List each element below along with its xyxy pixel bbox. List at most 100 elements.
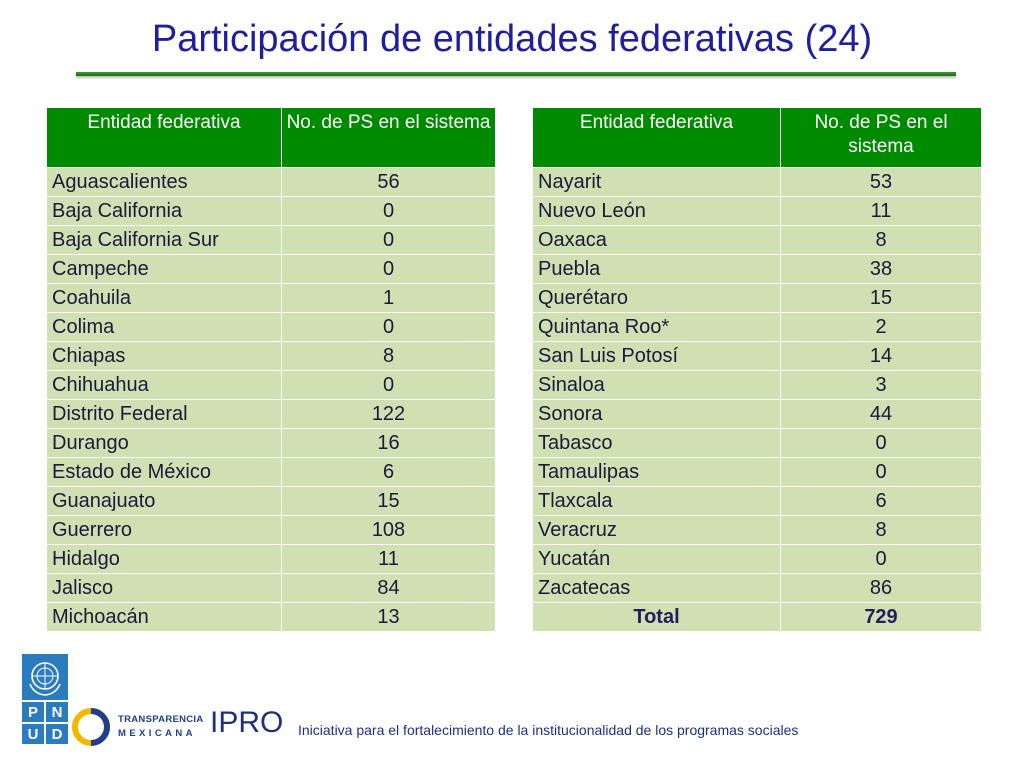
entity-name-cell: Baja California xyxy=(46,196,282,226)
ps-count-cell: 11 xyxy=(780,196,982,226)
ps-count-cell: 6 xyxy=(281,457,496,487)
entity-name-cell: Veracruz xyxy=(532,515,781,545)
table-header-row: Entidad federativa No. de PS en el siste… xyxy=(46,107,496,168)
ps-count-cell: 86 xyxy=(780,573,982,603)
entity-name-cell: Nuevo León xyxy=(532,196,781,226)
ps-count-cell: 11 xyxy=(281,544,496,574)
un-emblem-icon xyxy=(22,654,68,700)
entity-name-cell: Michoacán xyxy=(46,602,282,632)
table-row: Colima 0 xyxy=(46,312,496,342)
table-row: Michoacán 13 xyxy=(46,602,496,632)
transparencia-mexicana-logo-icon xyxy=(72,708,110,746)
entities-table-right: Entidad federativa No. de PS en el siste… xyxy=(532,107,982,632)
entity-name-cell: Guanajuato xyxy=(46,486,282,516)
ps-count-cell: 44 xyxy=(780,399,982,429)
title-divider xyxy=(76,72,956,76)
table-row: Puebla 38 xyxy=(532,254,982,284)
table-row: Nuevo León 11 xyxy=(532,196,982,226)
table-row: Nayarit 53 xyxy=(532,167,982,197)
ps-count-cell: 14 xyxy=(780,341,982,371)
table-row: Aguascalientes 56 xyxy=(46,167,496,197)
transparencia-mexicana-wordmark: TRANSPARENCIA MEXICANA xyxy=(118,714,204,739)
ps-count-cell: 84 xyxy=(281,573,496,603)
ps-count-cell: 16 xyxy=(281,428,496,458)
entity-name-cell: Jalisco xyxy=(46,573,282,603)
table-row: Zacatecas 86 xyxy=(532,573,982,603)
ps-count-cell: 3 xyxy=(780,370,982,400)
pnud-letter: N xyxy=(46,702,68,722)
entity-name-cell: Chiapas xyxy=(46,341,282,371)
ps-count-cell: 15 xyxy=(281,486,496,516)
ps-count-cell: 0 xyxy=(281,370,496,400)
table-row: Coahuila 1 xyxy=(46,283,496,313)
table-header-row: Entidad federativa No. de PS en el siste… xyxy=(532,107,982,168)
table-row: Querétaro 15 xyxy=(532,283,982,313)
entity-name-cell: Colima xyxy=(46,312,282,342)
table-row: Jalisco 84 xyxy=(46,573,496,603)
footer-tagline: Iniciativa para el fortalecimiento de la… xyxy=(298,722,799,738)
entity-name-cell: Zacatecas xyxy=(532,573,781,603)
table-row: Guanajuato 15 xyxy=(46,486,496,516)
header-entity: Entidad federativa xyxy=(532,107,781,168)
ps-count-cell: 13 xyxy=(281,602,496,632)
entity-name-cell: Coahuila xyxy=(46,283,282,313)
ps-count-cell: 38 xyxy=(780,254,982,284)
total-label: Total xyxy=(532,602,781,632)
ps-count-cell: 53 xyxy=(780,167,982,197)
ipro-label: IPRO xyxy=(210,706,284,739)
table-row: Quintana Roo* 2 xyxy=(532,312,982,342)
entity-name-cell: Baja California Sur xyxy=(46,225,282,255)
total-value: 729 xyxy=(780,602,982,632)
table-row: Guerrero 108 xyxy=(46,515,496,545)
transparencia-line1: TRANSPARENCIA xyxy=(118,714,204,725)
table-row: Yucatán 0 xyxy=(532,544,982,574)
entity-name-cell: San Luis Potosí xyxy=(532,341,781,371)
header-entity: Entidad federativa xyxy=(46,107,282,168)
entity-name-cell: Querétaro xyxy=(532,283,781,313)
ps-count-cell: 0 xyxy=(281,312,496,342)
table-row: Campeche 0 xyxy=(46,254,496,284)
table-row: Chihuahua 0 xyxy=(46,370,496,400)
entity-name-cell: Chihuahua xyxy=(46,370,282,400)
ps-count-cell: 2 xyxy=(780,312,982,342)
entity-name-cell: Tlaxcala xyxy=(532,486,781,516)
pnud-letter: U xyxy=(22,724,44,744)
total-row: Total 729 xyxy=(532,602,982,632)
table-row: San Luis Potosí 14 xyxy=(532,341,982,371)
entity-name-cell: Guerrero xyxy=(46,515,282,545)
table-row: Durango 16 xyxy=(46,428,496,458)
slide-title: Participación de entidades federativas (… xyxy=(151,18,873,60)
ps-count-cell: 15 xyxy=(780,283,982,313)
ps-count-cell: 0 xyxy=(281,196,496,226)
pnud-letter: P xyxy=(22,702,44,722)
ps-count-cell: 0 xyxy=(780,428,982,458)
entity-name-cell: Estado de México xyxy=(46,457,282,487)
entity-name-cell: Tamaulipas xyxy=(532,457,781,487)
header-count: No. de PS en el sistema xyxy=(281,107,496,168)
pnud-logo: P N U D xyxy=(22,654,68,744)
pnud-letter: D xyxy=(46,724,68,744)
table-row: Baja California Sur 0 xyxy=(46,225,496,255)
table-row: Sonora 44 xyxy=(532,399,982,429)
table-row: Tlaxcala 6 xyxy=(532,486,982,516)
table-row: Tamaulipas 0 xyxy=(532,457,982,487)
entity-name-cell: Tabasco xyxy=(532,428,781,458)
ps-count-cell: 6 xyxy=(780,486,982,516)
ps-count-cell: 122 xyxy=(281,399,496,429)
entity-name-cell: Distrito Federal xyxy=(46,399,282,429)
ps-count-cell: 0 xyxy=(780,544,982,574)
entity-name-cell: Hidalgo xyxy=(46,544,282,574)
ps-count-cell: 0 xyxy=(281,225,496,255)
table-row: Distrito Federal 122 xyxy=(46,399,496,429)
ps-count-cell: 1 xyxy=(281,283,496,313)
ps-count-cell: 108 xyxy=(281,515,496,545)
entity-name-cell: Campeche xyxy=(46,254,282,284)
entities-table-left: Entidad federativa No. de PS en el siste… xyxy=(46,107,496,632)
ps-count-cell: 0 xyxy=(281,254,496,284)
ps-count-cell: 8 xyxy=(780,225,982,255)
table-row: Hidalgo 11 xyxy=(46,544,496,574)
entity-name-cell: Oaxaca xyxy=(532,225,781,255)
ps-count-cell: 0 xyxy=(780,457,982,487)
table-row: Chiapas 8 xyxy=(46,341,496,371)
table-row: Veracruz 8 xyxy=(532,515,982,545)
